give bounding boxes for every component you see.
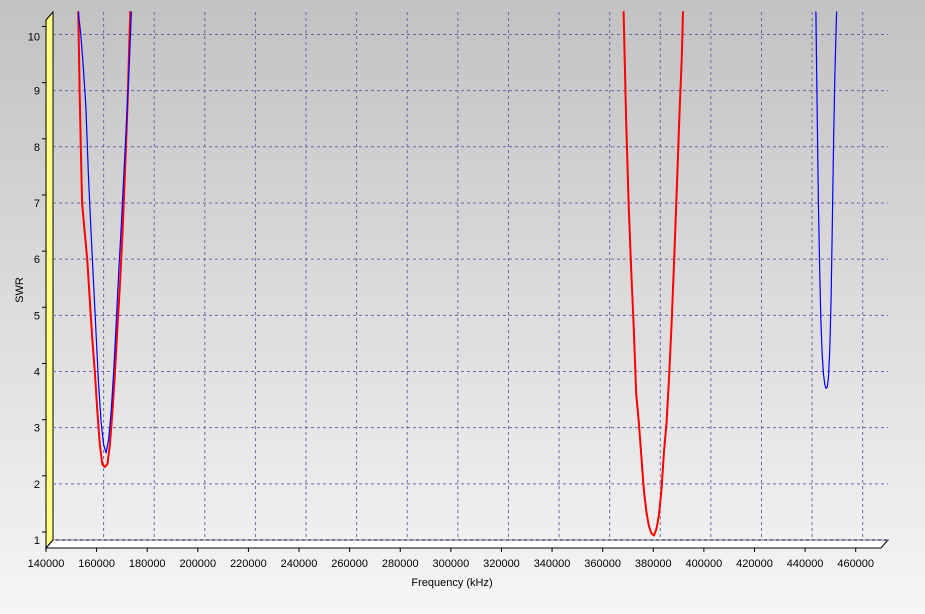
x-tick-label: 360000 <box>584 558 621 570</box>
grid-lines <box>53 12 888 541</box>
x-tick-label: 460000 <box>837 558 874 570</box>
x-tick-label: 240000 <box>281 558 318 570</box>
x-tick-label: 340000 <box>534 558 571 570</box>
series-2-line-2 <box>815 11 838 389</box>
series-2-line-1 <box>77 11 132 454</box>
x-tick-label: 260000 <box>331 558 368 570</box>
y-tick-label: 8 <box>34 142 40 154</box>
series-1-line-2 <box>622 11 684 537</box>
x-tick-label: 180000 <box>129 558 166 570</box>
x-tick-label: 420000 <box>736 558 773 570</box>
y-tick-label: 7 <box>34 198 40 210</box>
y-tick-label: 10 <box>28 31 40 43</box>
x-tick-label: 300000 <box>432 558 469 570</box>
x-axis-ticks: 140000 160000 180000 200000 220000 240000 2600… <box>28 548 874 570</box>
y-tick-label: 4 <box>34 366 40 378</box>
x-tick-label: 280000 <box>382 558 419 570</box>
x-tick-label: 440000 <box>787 558 824 570</box>
x-tick-label: 380000 <box>635 558 672 570</box>
y-axis-ticks: 1 2 3 4 5 6 7 8 9 10 <box>28 25 46 547</box>
x-tick-label: 140000 <box>28 558 65 570</box>
y-tick-label: 2 <box>34 479 40 491</box>
y-tick-label: 9 <box>34 86 40 98</box>
x-axis-title: Frequency (kHz) <box>411 577 492 589</box>
left-axis-wall <box>45 10 54 550</box>
y-tick-label: 1 <box>34 535 40 547</box>
x-tick-label: 220000 <box>230 558 267 570</box>
floor-plane <box>44 539 890 549</box>
series-layer <box>77 11 838 537</box>
series-1-line-1 <box>77 11 132 468</box>
y-tick-label: 3 <box>34 423 40 435</box>
x-tick-label: 160000 <box>78 558 115 570</box>
y-tick-label: 5 <box>34 310 40 322</box>
y-axis-title: SWR <box>14 277 26 303</box>
x-tick-label: 200000 <box>179 558 216 570</box>
x-tick-label: 400000 <box>686 558 723 570</box>
x-tick-label: 320000 <box>483 558 520 570</box>
y-tick-label: 6 <box>34 254 40 266</box>
